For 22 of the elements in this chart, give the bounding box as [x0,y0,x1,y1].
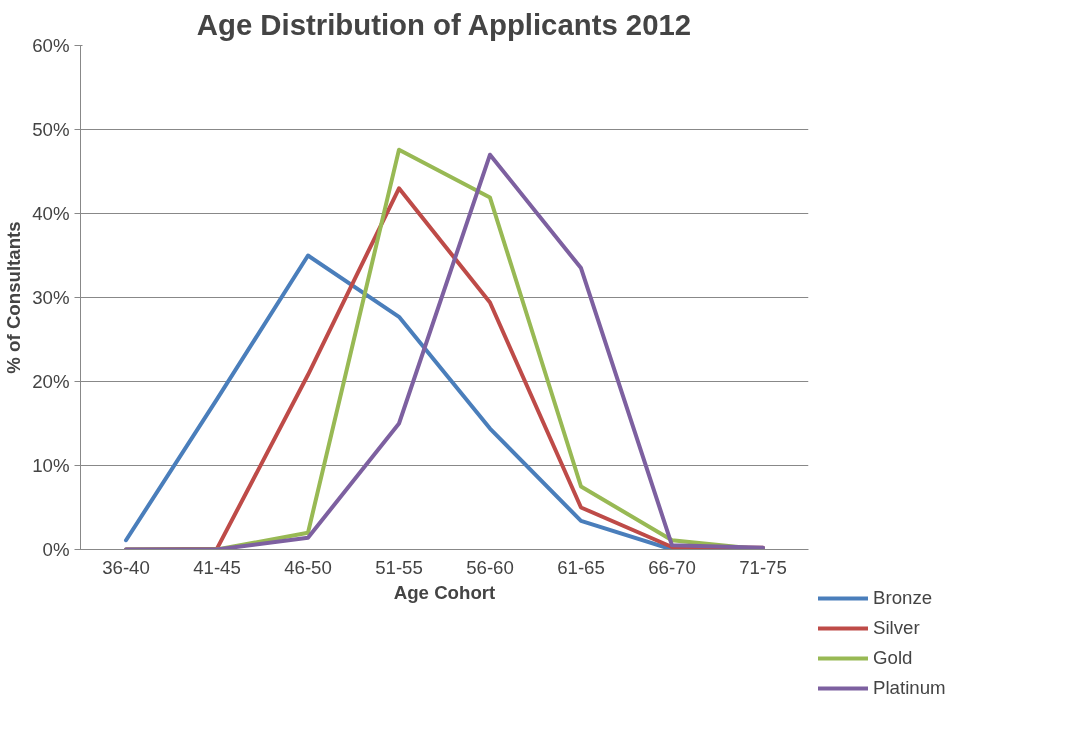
legend-label: Bronze [873,587,933,609]
legend-label: Platinum [873,677,946,699]
x-tick-label: 66-70 [648,556,696,578]
x-axis-title: Age Cohort [393,581,496,603]
y-tick-label: 40% [32,203,70,224]
y-tick-label: 20% [32,371,70,392]
x-tick-label: 41-45 [193,556,241,578]
x-tick-label: 36-40 [102,556,150,578]
x-tick-label: 71-75 [739,556,787,578]
chart-title: Age Distribution of Applicants 2012 [196,7,692,41]
x-tick-label: 51-55 [375,556,423,578]
y-tick-label: 10% [32,455,70,476]
legend-label: Silver [873,617,920,639]
y-tick-label: 30% [32,287,70,308]
x-tick-label: 61-65 [557,556,605,578]
x-tick-label: 46-50 [284,556,332,578]
y-tick-label: 60% [32,35,70,56]
y-tick-label: 0% [42,539,70,560]
y-tick-label: 50% [32,119,70,140]
legend-label: Gold [873,647,913,669]
y-axis-title: % of Consultants [3,221,25,374]
x-tick-label: 56-60 [466,556,514,578]
